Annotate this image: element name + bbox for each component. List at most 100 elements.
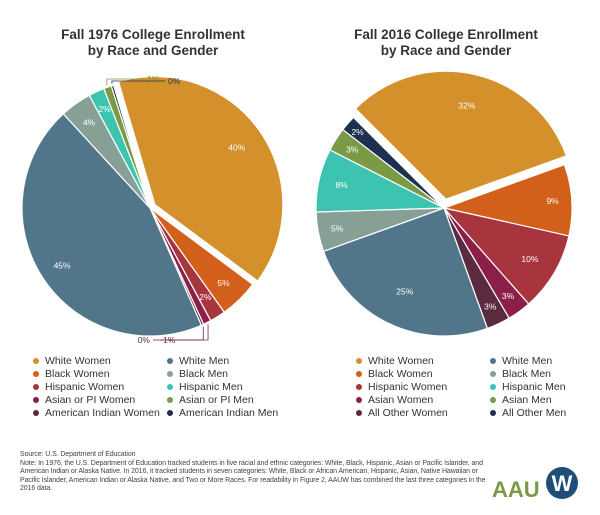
pie-slice-2016-hispanic-women [442,207,570,305]
legend-swatch [356,397,362,403]
pie-slice-1976-white-men [21,112,203,337]
legend-1976: White Women White Men Black Women Black Men… [33,355,308,419]
legend-swatch [167,371,173,377]
pie-label: 32% [458,101,475,111]
legend-label: Black Women [368,368,433,380]
legend-1976-item: American Indian Women [33,407,167,419]
legend-label: Black Men [502,368,552,380]
note-text: Note: In 1976, the U.S. Department of Ed… [20,459,486,493]
legend-2016-item: Asian Women [356,394,490,406]
legend-2016: White Women White Men Black Women Black Men… [356,355,600,419]
legend-label: White Women [368,355,434,367]
legend-swatch [490,410,496,416]
legend-2016-item: White Women [356,355,490,367]
pie-slice-1976-american-indian-men [110,84,151,209]
legend-swatch [167,397,173,403]
legend-label: Hispanic Men [179,381,243,393]
chart-title-1976-line2: by Race and Gender [87,43,219,58]
pie-label: 3% [346,145,359,155]
pie-label: 45% [54,260,71,270]
pie-label: 1% [147,74,160,84]
legend-swatch [33,371,39,377]
legend-2016-item: Asian Men [490,394,600,406]
logo-text: AAU [492,477,540,502]
pie-label: 0% [168,76,181,86]
pie-slice-2016-white-men [322,207,489,337]
legend-1976-item: Black Men [167,368,287,380]
legend-label: Hispanic Women [368,381,448,393]
legend-label: Asian or PI Men [179,394,254,406]
legend-swatch [33,410,39,416]
leader-line [111,80,165,84]
legend-swatch [33,397,39,403]
aauw-logo: AAU W [490,466,580,502]
legend-swatch [33,384,39,390]
pie-label: 2% [98,104,111,114]
pie-label: 40% [228,142,245,152]
legend-1976-item: American Indian Men [167,407,287,419]
legend-label: Asian Women [368,394,434,406]
legend-swatch [33,358,39,364]
legend-label: American Indian Men [179,407,279,419]
chart-title-1976: Fall 1976 College Enrollment by Race and… [23,27,283,59]
legend-swatch [490,397,496,403]
legend-label: White Women [45,355,111,367]
pie-label: 5% [217,278,230,288]
legend-swatch [490,371,496,377]
pie-label: 5% [331,223,344,233]
legend-swatch [167,358,173,364]
legend-label: White Men [179,355,230,367]
legend-1976-item: Black Women [33,368,167,380]
legend-1976-item: Hispanic Women [33,381,167,393]
legend-2016-item: Hispanic Women [356,381,490,393]
pie-label: 3% [484,301,497,311]
legend-swatch [356,384,362,390]
legend-1976-item: Asian or PI Men [167,394,287,406]
pie-label: 10% [521,254,538,264]
legend-label: White Men [502,355,553,367]
pie-slice-1976-white-women [117,75,284,282]
chart-title-2016: Fall 2016 College Enrollment by Race and… [316,27,576,59]
legend-2016-item: All Other Men [490,407,600,419]
leader-line [153,326,204,341]
legend-1976-item: Hispanic Men [167,381,287,393]
pie-label: 25% [396,286,413,296]
legend-label: Hispanic Women [45,381,125,393]
legend-swatch [490,358,496,364]
chart-title-1976-line1: Fall 1976 College Enrollment [61,27,245,42]
legend-1976-item: Asian or PI Women [33,394,167,406]
chart-title-2016-line1: Fall 2016 College Enrollment [354,27,538,42]
legend-swatch [356,358,362,364]
pie-label: 2% [351,127,364,137]
pie-label: 8% [335,180,348,190]
legend-label: Asian Men [502,394,552,406]
pie-label: 3% [502,291,515,301]
legend-2016-item: All Other Women [356,407,490,419]
legend-label: Black Women [45,368,110,380]
legend-1976-item: White Men [167,355,287,367]
pie-charts: 40%5%2%1%0%45%4%2%1% 0%32%9%10%3%3%25%5%8… [21,70,573,345]
pie-label: 0% [138,335,151,345]
legend-2016-item: Black Men [490,368,600,380]
legend-swatch [167,384,173,390]
legend-2016-item: Black Women [356,368,490,380]
legend-swatch [356,410,362,416]
legend-swatch [490,384,496,390]
legend-label: All Other Women [368,407,448,419]
legend-label: All Other Men [502,407,567,419]
pie-label: 2% [199,292,212,302]
legend-label: Hispanic Men [502,381,566,393]
legend-2016-item: Hispanic Men [490,381,600,393]
pie-label: 4% [83,118,96,128]
leader-line [106,78,143,86]
legend-2016-item: White Men [490,355,600,367]
source-text: Source: U.S. Department of Education [20,451,136,458]
pie-slice-2016-white-women [354,70,568,200]
pie-label: 9% [546,196,559,206]
legend-swatch [167,410,173,416]
legend-label: American Indian Women [45,407,160,419]
footer-notes: Source: U.S. Department of Education Not… [20,451,490,494]
logo-mark: W [552,471,573,496]
legend-label: Black Men [179,368,229,380]
legend-swatch [356,371,362,377]
